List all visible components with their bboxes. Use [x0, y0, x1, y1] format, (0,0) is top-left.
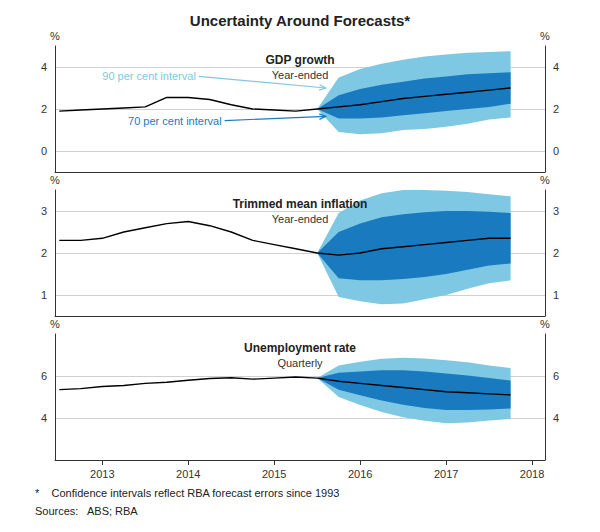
svg-text:Unemployment rate: Unemployment rate: [244, 341, 356, 355]
svg-text:Year-ended: Year-ended: [272, 69, 328, 81]
svg-text:4: 4: [553, 412, 559, 424]
svg-text:%: %: [540, 318, 550, 330]
svg-text:2016: 2016: [348, 468, 372, 480]
svg-text:2: 2: [41, 103, 47, 115]
svg-text:2: 2: [41, 247, 47, 259]
svg-text:Quarterly: Quarterly: [277, 357, 323, 369]
svg-text:3: 3: [41, 205, 47, 217]
svg-text:Uncertainty Around Forecasts*: Uncertainty Around Forecasts*: [190, 12, 410, 29]
svg-text:* Confidence intervals refl: * Confidence intervals reflect RBA forec…: [35, 487, 339, 499]
svg-text:%: %: [50, 174, 60, 186]
svg-text:2014: 2014: [176, 468, 200, 480]
svg-text:4: 4: [41, 61, 47, 73]
svg-text:2013: 2013: [90, 468, 114, 480]
svg-text:Year-ended: Year-ended: [272, 213, 328, 225]
svg-text:6: 6: [553, 370, 559, 382]
svg-text:90 per cent interval: 90 per cent interval: [102, 70, 196, 82]
svg-text:4: 4: [553, 61, 559, 73]
svg-text:GDP growth: GDP growth: [265, 53, 334, 67]
svg-text:%: %: [50, 318, 60, 330]
svg-text:0: 0: [41, 145, 47, 157]
svg-text:2: 2: [553, 247, 559, 259]
svg-text:2018: 2018: [520, 468, 544, 480]
svg-text:3: 3: [553, 205, 559, 217]
svg-text:%: %: [50, 30, 60, 42]
svg-text:0: 0: [553, 145, 559, 157]
svg-text:6: 6: [41, 370, 47, 382]
svg-text:%: %: [540, 30, 550, 42]
svg-text:2015: 2015: [262, 468, 286, 480]
svg-text:Sources: ABS; RBA: Sources: ABS; RBA: [35, 505, 138, 517]
svg-text:70 per cent interval: 70 per cent interval: [128, 115, 222, 127]
svg-text:%: %: [540, 174, 550, 186]
svg-text:2017: 2017: [434, 468, 458, 480]
svg-text:1: 1: [41, 289, 47, 301]
svg-text:4: 4: [41, 412, 47, 424]
svg-text:1: 1: [553, 289, 559, 301]
svg-text:2: 2: [553, 103, 559, 115]
svg-text:Trimmed mean inflation: Trimmed mean inflation: [233, 197, 368, 211]
